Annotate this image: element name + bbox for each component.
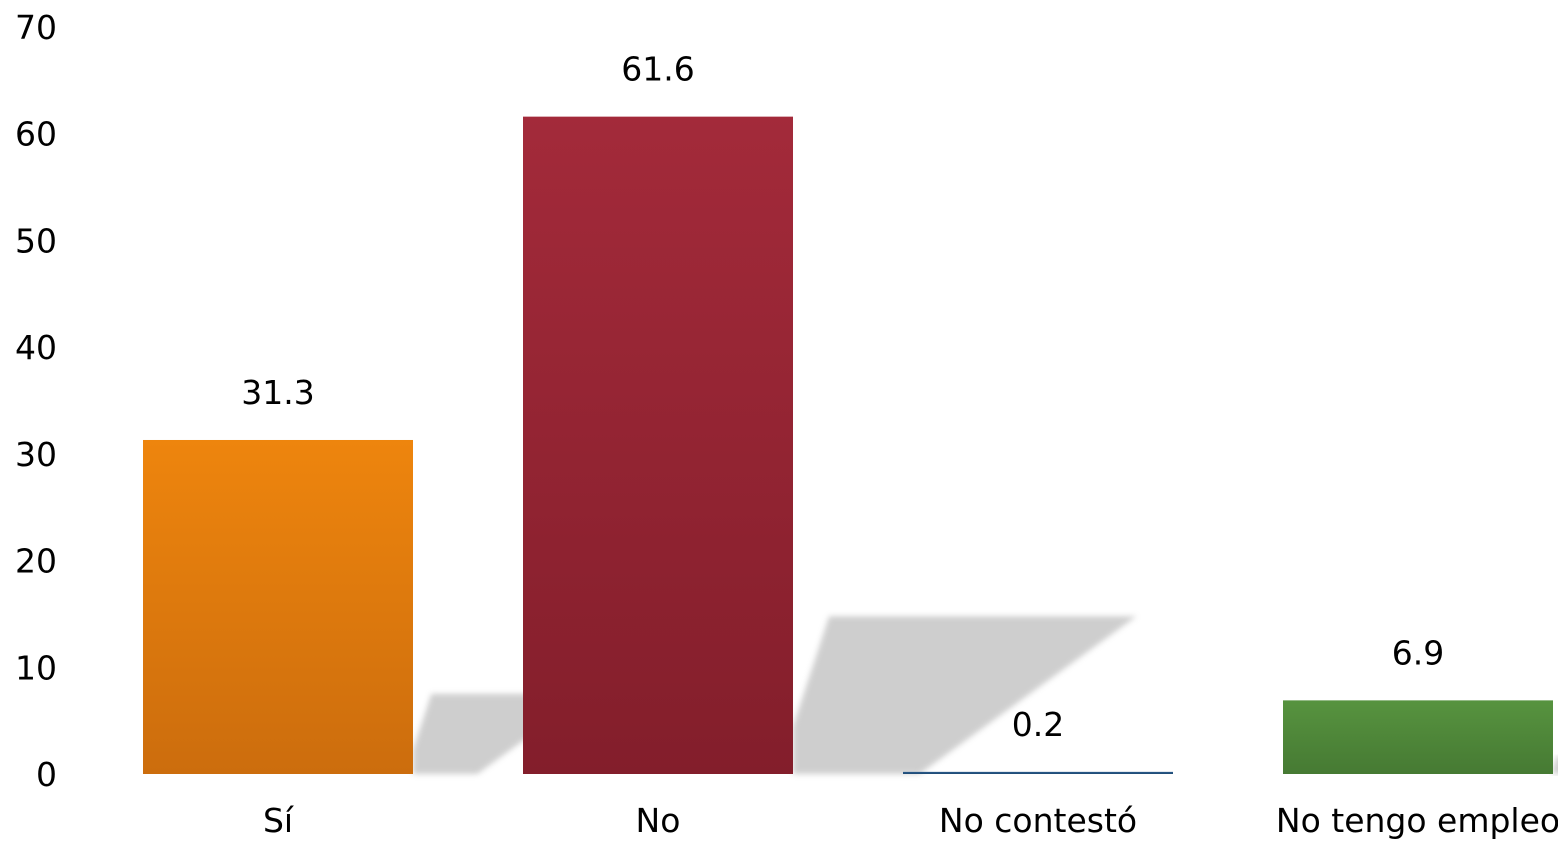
data-label: 31.3	[241, 373, 314, 412]
data-labels: 31.3 61.6 0.2 6.9	[241, 50, 1444, 744]
y-tick-label: 70	[15, 8, 57, 47]
y-tick-label: 40	[15, 328, 57, 367]
y-tick-label: 10	[15, 648, 57, 687]
x-category-label: No tengo empleo	[1276, 801, 1558, 839]
x-category-label: Sí	[263, 801, 295, 839]
x-axis-category-labels: Sí No No contestó No tengo empleo	[263, 801, 1558, 840]
bar-shadow	[1553, 756, 1558, 774]
bar-shadow	[793, 616, 1137, 774]
y-tick-label: 30	[15, 435, 57, 474]
data-label: 61.6	[621, 50, 694, 89]
data-label: 0.2	[1012, 705, 1064, 744]
bar	[903, 771, 1173, 774]
y-tick-label: 0	[36, 755, 57, 794]
data-label: 6.9	[1392, 633, 1444, 672]
x-category-label: No contestó	[939, 801, 1137, 839]
y-tick-label: 20	[15, 542, 57, 581]
y-tick-label: 60	[15, 115, 57, 154]
y-axis-tick-labels: 0 10 20 30 40 50 60 70	[15, 8, 57, 794]
bars	[143, 116, 1553, 774]
bar	[143, 439, 413, 774]
bar	[1283, 700, 1553, 774]
x-category-label: No	[636, 801, 681, 839]
y-tick-label: 50	[15, 221, 57, 260]
bar	[523, 116, 793, 774]
